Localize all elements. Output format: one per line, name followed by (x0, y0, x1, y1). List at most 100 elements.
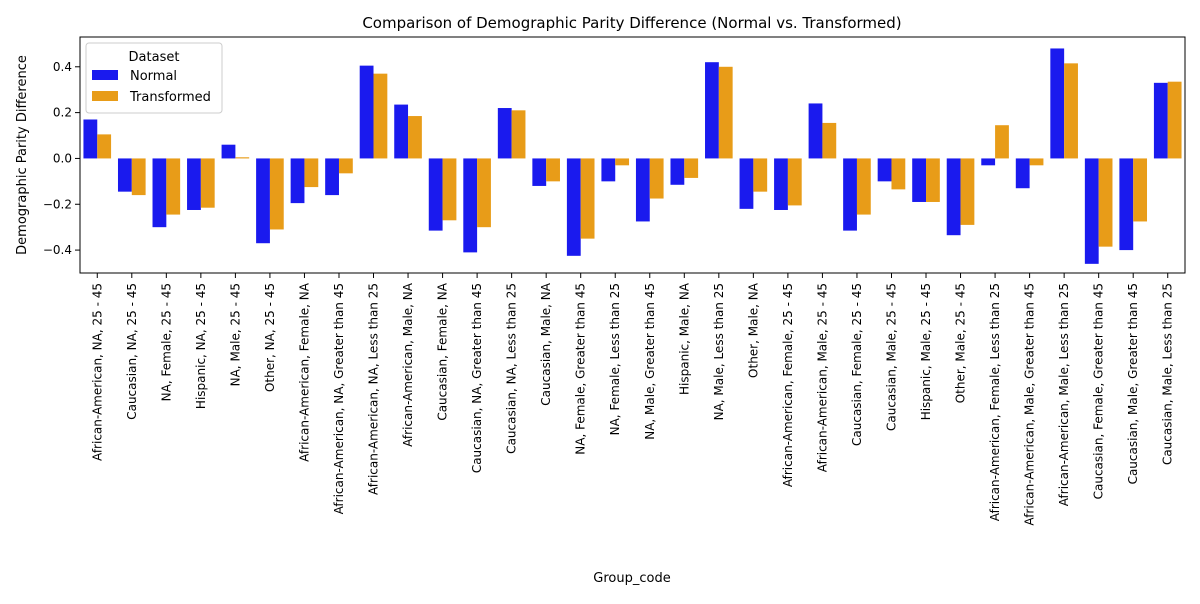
bar-transformed (718, 66, 733, 159)
bar-transformed (649, 158, 664, 199)
bar-normal (601, 158, 616, 182)
bar-transformed (995, 125, 1009, 159)
bar-normal (946, 158, 961, 236)
x-tick-label: Caucasian, NA, 25 - 45 (125, 283, 139, 420)
bar-transformed (615, 158, 630, 166)
bar-normal (774, 158, 788, 210)
x-tick-label: Other, Male, NA (746, 282, 760, 378)
bar-normal (394, 104, 409, 159)
bar-transformed (926, 158, 940, 202)
x-tick-label: NA, Female, 25 - 45 (159, 283, 173, 401)
legend: Dataset Normal Transformed (85, 42, 223, 114)
y-tick-label: 0.4 (53, 60, 72, 74)
bar-transformed (200, 158, 215, 208)
bar-normal (290, 158, 305, 204)
x-tick-label: NA, Female, Less than 25 (608, 283, 622, 435)
bar-normal (463, 158, 478, 253)
bar-normal (670, 158, 685, 185)
x-tick-label: Caucasian, Male, Less than 25 (1161, 283, 1175, 465)
bar-transformed (684, 158, 699, 178)
x-tick-label: Hispanic, Male, 25 - 45 (919, 283, 933, 420)
bar-transformed (269, 158, 284, 230)
x-tick-label: Caucasian, Male, 25 - 45 (884, 283, 898, 431)
bar-normal (1119, 158, 1134, 251)
x-tick-label: African-American, NA, Less than 25 (367, 283, 381, 495)
bar-transformed (1064, 63, 1078, 159)
bar-transformed (580, 158, 595, 239)
bar-transformed (1098, 158, 1113, 247)
bars-layer (83, 48, 1182, 264)
bar-transformed (166, 158, 181, 215)
bar-normal (359, 65, 374, 159)
x-tick-label: African-American, Male, Less than 25 (1057, 283, 1071, 506)
bar-normal (497, 108, 512, 159)
bar-normal (1015, 158, 1030, 189)
bar-transformed (1029, 158, 1044, 166)
y-axis-label: Demographic Parity Difference (15, 55, 30, 255)
legend-frame (85, 42, 223, 114)
axes-layer: −0.4 −0.2 0.0 0.2 0.4 African-American, NA, 2… (43, 36, 1186, 526)
x-tick-label: Caucasian, Female, 25 - 45 (850, 283, 864, 446)
bar-normal (912, 158, 927, 202)
bar-transformed (753, 158, 768, 192)
y-tick-label: 0.0 (53, 151, 72, 165)
legend-title: Dataset (129, 50, 180, 65)
bar-normal (256, 158, 270, 244)
x-tick-label: Hispanic, NA, 25 - 45 (194, 283, 208, 409)
bar-normal (808, 103, 823, 159)
y-tick-label: 0.2 (53, 106, 72, 120)
bar-transformed (373, 73, 388, 159)
x-tick-label: African-American, Female, 25 - 45 (781, 283, 795, 487)
bar-transformed (338, 158, 353, 174)
bar-transformed (787, 158, 802, 206)
bar-normal (981, 158, 996, 166)
x-tick-label: NA, Male, Greater than 45 (643, 283, 657, 440)
bar-normal (739, 158, 754, 209)
bar-normal (187, 158, 201, 210)
x-tick-label: Caucasian, Female, Greater than 45 (1092, 283, 1106, 499)
bar-normal (843, 158, 857, 231)
x-tick-label: Caucasian, Male, NA (539, 282, 553, 405)
legend-swatch-normal (92, 70, 118, 80)
x-tick-label: African-American, Male, 25 - 45 (815, 283, 829, 472)
bar-normal (83, 119, 98, 159)
x-tick-label: African-American, Female, NA (297, 282, 311, 462)
bar-transformed (442, 158, 457, 221)
x-tick-label: Other, Male, 25 - 45 (954, 283, 968, 403)
bar-transformed (97, 134, 112, 159)
bar-normal (705, 62, 719, 159)
bar-normal (428, 158, 443, 231)
bar-normal (566, 158, 581, 256)
bar-transformed (131, 158, 146, 196)
x-tick-label: African-American, Male, NA (401, 282, 415, 447)
bar-transformed (960, 158, 975, 225)
x-tick-label: Caucasian, NA, Less than 25 (505, 283, 519, 454)
bar-normal (221, 144, 236, 159)
legend-label-transformed: Transformed (129, 90, 211, 105)
x-axis-label: Group_code (593, 571, 670, 586)
bar-transformed (546, 158, 560, 182)
x-tick-label: NA, Male, Less than 25 (712, 283, 726, 420)
bar-normal (1084, 158, 1099, 264)
x-tick-label: Hispanic, Male, NA (677, 282, 691, 395)
x-tick-label: Caucasian, NA, Greater than 45 (470, 283, 484, 473)
bar-normal (1153, 82, 1168, 159)
x-tick-label: African-American, NA, 25 - 45 (90, 283, 104, 461)
chart-title: Comparison of Demographic Parity Differe… (362, 14, 901, 32)
x-tick-label: Caucasian, Female, NA (436, 282, 450, 420)
bar-transformed (511, 110, 526, 159)
bar-normal (532, 158, 547, 186)
x-tick-label: African-American, Male, Greater than 45 (1023, 283, 1037, 526)
x-tick-label: African-American, Female, Less than 25 (988, 283, 1002, 521)
bar-normal (877, 158, 892, 182)
x-tick-label: NA, Male, 25 - 45 (228, 283, 242, 386)
bar-transformed (1133, 158, 1148, 222)
bar-normal (117, 158, 132, 192)
bar-transformed (1167, 81, 1182, 159)
bar-transformed (822, 122, 837, 159)
bar-normal (1050, 48, 1065, 159)
y-tick-label: −0.2 (43, 197, 72, 211)
bar-transformed (856, 158, 871, 215)
